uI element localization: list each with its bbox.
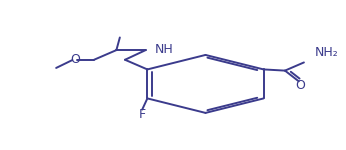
Text: NH₂: NH₂ (315, 46, 339, 59)
Text: F: F (139, 108, 146, 120)
Text: NH: NH (154, 43, 173, 56)
Text: O: O (70, 52, 80, 66)
Text: O: O (295, 79, 306, 92)
